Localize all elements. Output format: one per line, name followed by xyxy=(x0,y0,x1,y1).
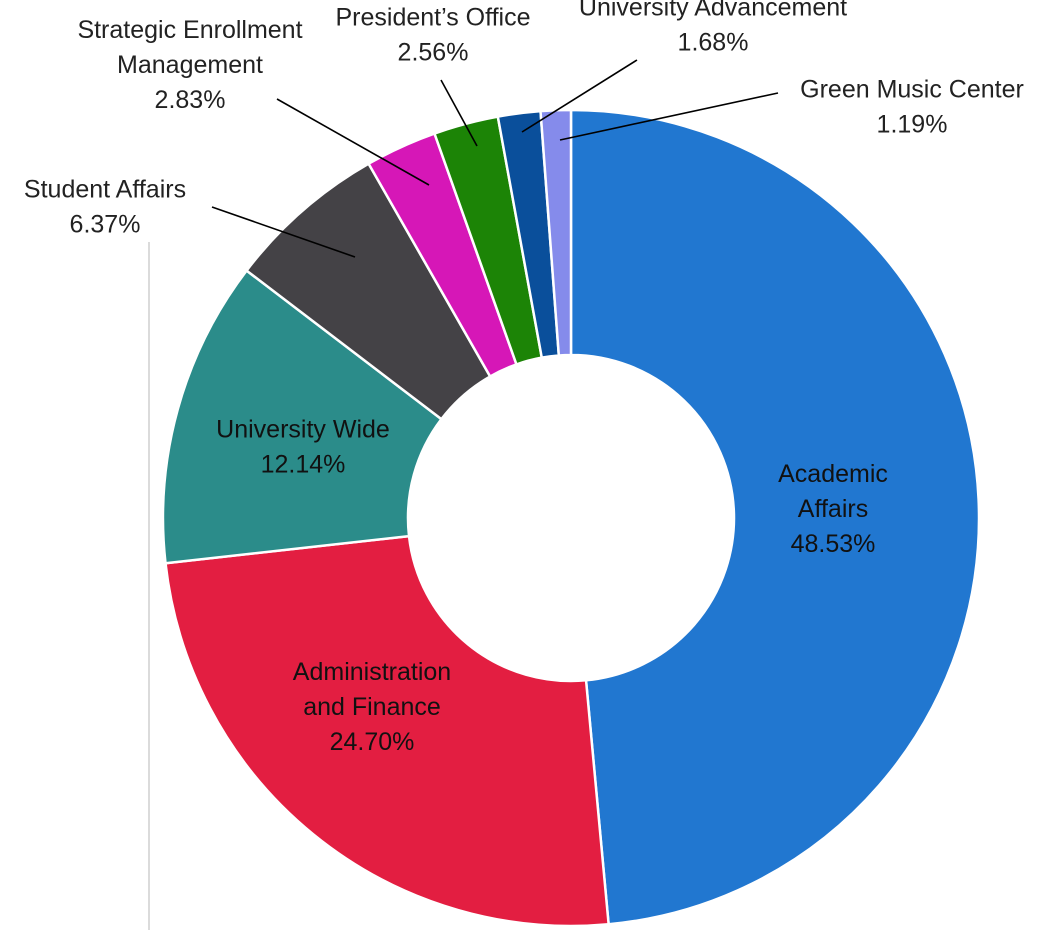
leader-lines-group xyxy=(211,59,779,258)
slice-value-label: 24.70% xyxy=(330,728,415,756)
leader-line-green-music-center xyxy=(559,92,779,141)
label-strategic-enrollment-management: Strategic Enrollment Management 2.83% xyxy=(77,16,302,114)
slice-value-label: 1.19% xyxy=(877,111,948,139)
leader-line-president-s-office xyxy=(440,79,478,147)
slice-name-label: University Wide xyxy=(216,416,390,444)
label-university-wide: University Wide 12.14% xyxy=(216,416,390,479)
slice-name-label: and Finance xyxy=(303,693,441,721)
slice-name-label: Management xyxy=(117,51,263,79)
slice-value-label: 2.56% xyxy=(398,39,469,67)
label-university-advancement: University Advancement 1.68% xyxy=(579,0,847,57)
slices-group xyxy=(161,108,981,928)
slice-name-label: Academic xyxy=(778,460,888,488)
slice-name-label: Affairs xyxy=(798,495,868,523)
label-president-s-office: President’s Office 2.56% xyxy=(335,4,530,67)
slice-administration-and-finance xyxy=(164,534,610,928)
slice-green-music-center xyxy=(539,108,573,357)
label-academic-affairs: Academic Affairs 48.53% xyxy=(778,460,888,558)
slice-name-label: Administration xyxy=(293,658,451,686)
slice-value-label: 1.68% xyxy=(678,29,749,57)
slice-name-label: University Advancement xyxy=(579,0,847,22)
slice-name-label: Strategic Enrollment xyxy=(77,16,302,44)
labels-group: Academic Affairs 48.53% Administration and F… xyxy=(24,0,1024,756)
leader-line-student-affairs xyxy=(211,206,356,258)
label-administration-and-finance: Administration and Finance 24.70% xyxy=(293,658,451,756)
slice-value-label: 12.14% xyxy=(261,451,346,479)
slice-academic-affairs xyxy=(569,108,981,926)
label-student-affairs: Student Affairs 6.37% xyxy=(24,176,186,239)
slice-value-label: 48.53% xyxy=(791,530,876,558)
slice-value-label: 6.37% xyxy=(70,211,141,239)
slice-university-wide xyxy=(161,269,443,565)
label-green-music-center: Green Music Center 1.19% xyxy=(800,76,1024,139)
leader-line-university-advancement xyxy=(521,59,638,133)
slice-name-label: Student Affairs xyxy=(24,176,186,204)
slice-name-label: Green Music Center xyxy=(800,76,1024,104)
slice-name-label: President’s Office xyxy=(335,4,530,32)
leader-line-strategic-enrollment-management xyxy=(276,98,430,186)
slice-value-label: 2.83% xyxy=(155,86,226,114)
